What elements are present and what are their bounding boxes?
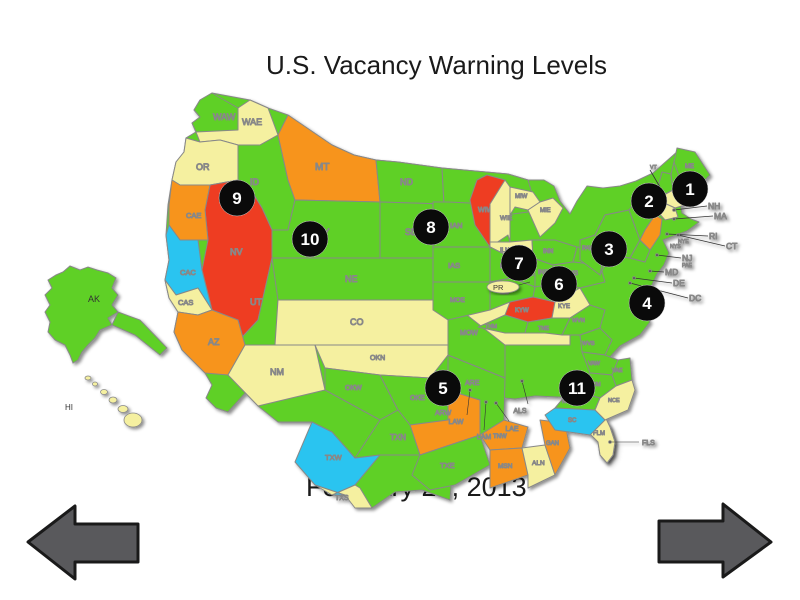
svg-text:MOE: MOE — [450, 297, 465, 304]
svg-text:MOW: MOW — [460, 330, 478, 337]
svg-text:WAW: WAW — [213, 112, 236, 122]
svg-text:LAW: LAW — [449, 419, 464, 426]
svg-text:MT: MT — [315, 162, 329, 173]
svg-text:OKW: OKW — [345, 385, 362, 392]
svg-text:ARE: ARE — [465, 380, 480, 387]
svg-text:HI: HI — [65, 403, 73, 412]
svg-text:TNM: TNM — [485, 324, 497, 330]
svg-text:ALN: ALN — [532, 460, 545, 467]
svg-text:OR: OR — [196, 162, 210, 172]
svg-text:MA: MA — [714, 211, 727, 221]
svg-text:FLM: FLM — [593, 431, 605, 437]
svg-text:DE: DE — [673, 278, 685, 288]
svg-text:NM: NM — [270, 367, 284, 377]
svg-text:MD: MD — [665, 267, 678, 277]
svg-text:RI: RI — [709, 231, 718, 241]
svg-text:WVN: WVN — [572, 318, 585, 324]
svg-text:WIE: WIE — [500, 215, 513, 222]
svg-text:GAN: GAN — [546, 441, 559, 447]
svg-text:2: 2 — [644, 192, 653, 211]
svg-text:TNW: TNW — [493, 434, 507, 440]
svg-text:ARW: ARW — [435, 410, 452, 417]
svg-text:ALS: ALS — [513, 408, 527, 415]
svg-text:4: 4 — [642, 294, 652, 313]
svg-text:MIE: MIE — [540, 208, 551, 214]
svg-text:OKE: OKE — [410, 395, 425, 402]
svg-text:10: 10 — [301, 230, 320, 249]
svg-text:3: 3 — [604, 240, 613, 259]
svg-text:PR: PR — [493, 283, 504, 292]
svg-text:CT: CT — [726, 241, 737, 251]
svg-text:DC: DC — [689, 293, 701, 303]
svg-text:MSN: MSN — [498, 463, 513, 470]
svg-text:OKN: OKN — [370, 355, 385, 362]
svg-text:VAW: VAW — [588, 361, 601, 367]
svg-text:CO: CO — [350, 317, 364, 327]
svg-text:INN: INN — [543, 249, 553, 255]
svg-text:TNE: TNE — [538, 326, 549, 332]
svg-text:UT: UT — [250, 297, 262, 307]
svg-text:7: 7 — [514, 254, 523, 273]
svg-text:NH: NH — [708, 201, 720, 211]
svg-text:LAE: LAE — [505, 426, 519, 433]
svg-text:IAS: IAS — [448, 261, 460, 270]
svg-text:KYW: KYW — [515, 308, 529, 314]
svg-text:CAE: CAE — [186, 211, 201, 220]
svg-text:KYE: KYE — [558, 304, 570, 310]
svg-text:LAM: LAM — [477, 434, 492, 441]
svg-text:SC: SC — [568, 418, 577, 424]
svg-text:CAC: CAC — [180, 268, 196, 277]
svg-text:NE: NE — [345, 274, 358, 284]
svg-text:ME: ME — [685, 164, 694, 170]
svg-text:IAN: IAN — [450, 221, 463, 230]
svg-text:NCE: NCE — [608, 398, 620, 404]
svg-text:FLS: FLS — [642, 440, 655, 447]
svg-text:8: 8 — [426, 218, 435, 237]
svg-text:TXE: TXE — [440, 461, 455, 470]
svg-text:VAE: VAE — [612, 368, 623, 374]
svg-text:MIW: MIW — [515, 194, 528, 200]
svg-text:5: 5 — [438, 379, 447, 398]
svg-text:NJ: NJ — [682, 253, 692, 263]
svg-text:WAE: WAE — [242, 117, 262, 127]
svg-text:TXS: TXS — [335, 495, 349, 502]
svg-text:1: 1 — [685, 180, 694, 199]
svg-text:VT: VT — [650, 165, 657, 171]
svg-text:NV: NV — [230, 247, 243, 257]
svg-text:ID: ID — [250, 177, 260, 187]
svg-text:TXW: TXW — [325, 453, 343, 462]
svg-text:11: 11 — [568, 379, 586, 398]
svg-text:9: 9 — [232, 189, 241, 208]
svg-text:NYS: NYS — [670, 244, 681, 250]
svg-text:WVS: WVS — [582, 341, 595, 347]
svg-text:TXN: TXN — [390, 433, 406, 442]
svg-text:CAS: CAS — [178, 298, 193, 307]
svg-text:AZ: AZ — [208, 337, 220, 347]
svg-text:PAE: PAE — [682, 263, 693, 269]
svg-text:AK: AK — [88, 294, 100, 304]
svg-text:ND: ND — [400, 177, 413, 187]
svg-text:6: 6 — [554, 275, 563, 294]
